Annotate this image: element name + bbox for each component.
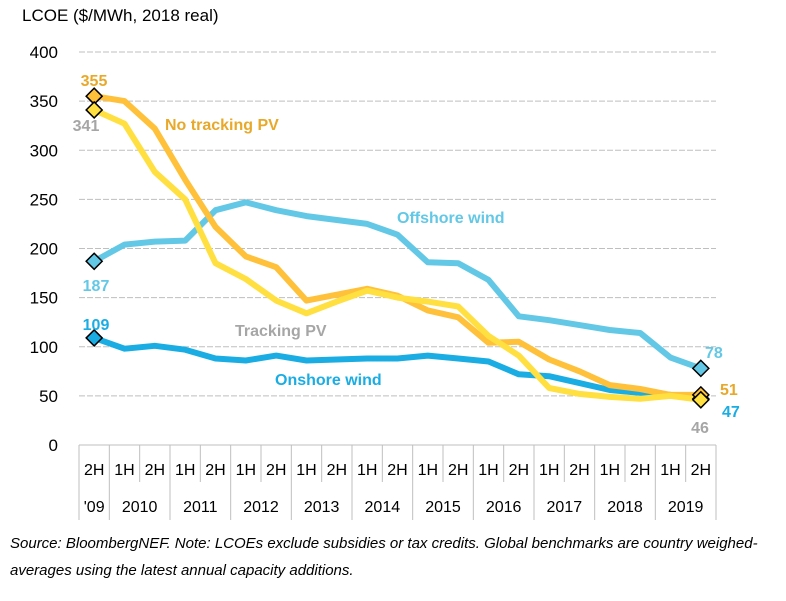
x-tick-half-label: 2H	[84, 462, 104, 479]
end-value-label: 78	[705, 345, 723, 362]
end-value-label: 51	[720, 382, 738, 399]
x-tick-half-label: 2H	[630, 462, 650, 479]
start-value-label: 341	[73, 118, 100, 135]
x-tick-half-label: 1H	[600, 462, 620, 479]
start-value-label: 109	[83, 317, 110, 334]
y-tick-label: 200	[30, 240, 58, 259]
y-tick-label: 350	[30, 92, 58, 111]
series-annotation: Onshore wind	[275, 372, 382, 389]
x-tick-year-label: 2015	[425, 499, 461, 516]
x-tick-half-label: 1H	[114, 462, 134, 479]
x-tick-half-label: 1H	[296, 462, 316, 479]
x-tick-year-label: 2017	[547, 499, 583, 516]
series-annotation: Offshore wind	[397, 210, 505, 227]
x-tick-half-label: 2H	[509, 462, 529, 479]
series-lines	[91, 93, 704, 403]
x-tick-year-label: 2016	[486, 499, 522, 516]
x-tick-year-label: 2019	[668, 499, 704, 516]
series-annotation: No tracking PV	[165, 117, 279, 134]
x-tick-year-label: 2014	[365, 499, 401, 516]
y-tick-label: 50	[39, 387, 58, 406]
end-marker	[691, 390, 710, 409]
series-line-tracking-pv	[91, 107, 704, 403]
x-tick-half-label: 1H	[478, 462, 498, 479]
x-tick-half-label: 2H	[327, 462, 347, 479]
start-value-label: 355	[81, 73, 108, 90]
x-tick-half-label: 1H	[175, 462, 195, 479]
chart-title: LCOE ($/MWh, 2018 real)	[22, 6, 219, 25]
x-tick-half-label: 1H	[660, 462, 680, 479]
series-line-offshore-wind	[91, 199, 704, 372]
x-tick-year-label: 2011	[183, 499, 218, 516]
x-tick-year-label: 2010	[122, 499, 158, 516]
x-tick-half-label: 1H	[357, 462, 377, 479]
x-tick-half-label: 2H	[266, 462, 286, 479]
y-tick-label: 300	[30, 141, 58, 160]
x-tick-year-label: 2018	[607, 499, 643, 516]
end-value-label: 47	[722, 404, 740, 421]
series-markers	[85, 87, 710, 409]
start-value-label: 187	[83, 278, 110, 295]
x-tick-half-label: 1H	[418, 462, 438, 479]
x-tick-year-label: 2012	[243, 499, 279, 516]
data-labels: 187 78 109 47 355 51 341 46 No tracking PV Offsho…	[73, 73, 740, 437]
source-note: Source: BloombergNEF. Note: LCOEs exclud…	[10, 535, 758, 579]
end-marker	[691, 359, 710, 378]
x-tick-half-label: 2H	[448, 462, 468, 479]
y-axis: 0 50 100 150 200 250 300 350 400	[30, 43, 58, 455]
series-annotation: Tracking PV	[235, 323, 327, 340]
y-tick-label: 400	[30, 43, 58, 62]
x-tick-half-label: 2H	[205, 462, 225, 479]
x-tick-half-label: 2H	[691, 462, 711, 479]
y-tick-label: 0	[49, 436, 58, 455]
series-line-onshore-wind	[91, 334, 704, 402]
x-tick-half-label: 1H	[539, 462, 559, 479]
y-tick-label: 100	[30, 338, 58, 357]
start-marker	[85, 252, 104, 271]
lcoe-chart: 0 50 100 150 200 250 300 350 400 2H 1H 2H 1H 2H 1H 2H 1…	[30, 43, 740, 520]
x-tick-year-label: '09	[84, 499, 105, 516]
x-tick-half-label: 2H	[387, 462, 407, 479]
end-value-label: 46	[691, 420, 709, 437]
x-tick-half-label: 2H	[569, 462, 589, 479]
y-tick-label: 150	[30, 289, 58, 308]
x-tick-half-label: 2H	[145, 462, 165, 479]
start-marker	[85, 100, 104, 120]
start-marker	[85, 328, 104, 347]
x-tick-half-label: 1H	[236, 462, 256, 479]
x-tick-year-label: 2013	[304, 499, 340, 516]
y-tick-label: 250	[30, 190, 58, 209]
x-axis: 2H 1H 2H 1H 2H 1H 2H 1H 2H 1H 2H 1H 2H 1H 2H 1H 2H 1H 2H 1H…	[78, 444, 717, 520]
